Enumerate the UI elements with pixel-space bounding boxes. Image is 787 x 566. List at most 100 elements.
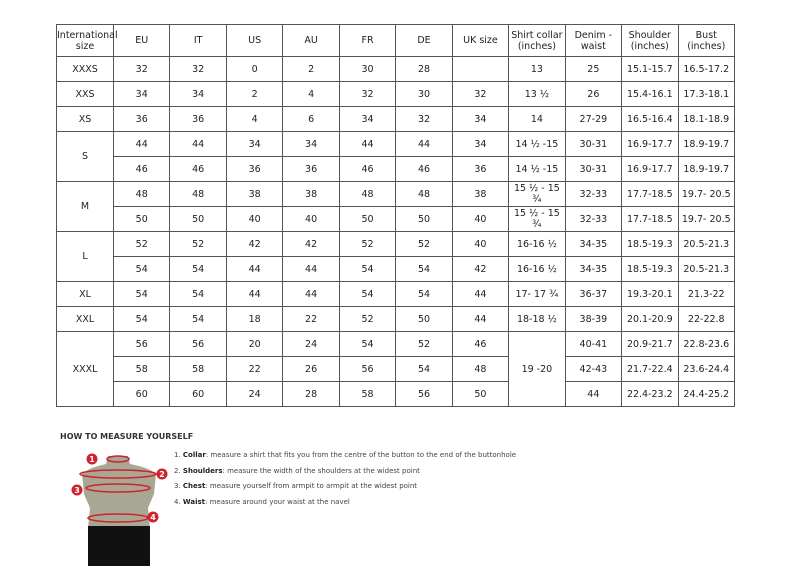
table-cell: 16.5-17.2 [677, 56, 736, 82]
marker-3: 3 [74, 486, 80, 495]
table-cell: 44 [225, 281, 284, 307]
table-cell: 32 [338, 81, 397, 107]
table-cell: 44 [112, 131, 171, 157]
table-cell: 34 [282, 131, 340, 157]
table-cell: 44 [282, 281, 340, 307]
table-cell: 48 [338, 181, 397, 207]
table-cell: 17.7-18.5 [621, 206, 679, 232]
size-label: XL [56, 281, 114, 307]
table-cell: 52 [338, 306, 397, 332]
table-cell: 46 [338, 156, 397, 182]
table-cell: 13 ½ [508, 81, 566, 107]
table-cell: 42-43 [564, 356, 623, 382]
table-cell: 16-16 ½ [508, 256, 566, 282]
table-cell: 18.5-19.3 [621, 231, 679, 257]
column-header: IT [169, 24, 227, 57]
table-cell: 48 [112, 181, 171, 207]
table-cell: 54 [338, 281, 397, 307]
table-cell: 22 [282, 306, 340, 332]
table-cell: 50 [395, 306, 453, 332]
table-row: S 44 44 34 34 44 44 34 14 ½ -15 30-31 16.9-17.7 18.… [56, 131, 736, 182]
table-cell: 44 [225, 256, 284, 282]
table-cell: 44 [451, 281, 510, 307]
table-cell: 25 [564, 56, 623, 82]
table-cell: 16.9-17.7 [621, 131, 679, 157]
table-cell: 32 [169, 56, 227, 82]
table-cell: 17.3-18.1 [677, 81, 736, 107]
table-cell: 38-39 [564, 306, 623, 332]
table-cell: 24.4-25.2 [677, 381, 736, 407]
table-cell: 54 [169, 256, 227, 282]
table-row: 58 58 22 26 56 54 48 42-43 21.7-22.4 23.6-24.4 [57, 356, 736, 382]
size-chart-table: International size EU IT US AU FR DE UK size Shi… [56, 24, 736, 407]
table-cell: 34 [169, 81, 227, 107]
table-cell: 54 [112, 306, 171, 332]
column-header: US [225, 24, 284, 57]
table-cell: 32-33 [564, 206, 623, 232]
header-row: International size EU IT US AU FR DE UK size Shi… [56, 24, 736, 57]
size-label: XS [56, 106, 114, 132]
table-cell: 36 [225, 156, 284, 182]
column-header: Shoulder (inches) [621, 24, 679, 57]
column-header: Shirt collar (inches) [508, 24, 566, 57]
table-cell: 44 [338, 131, 397, 157]
table-cell: 15.1-15.7 [621, 56, 679, 82]
table-cell: 40-41 [564, 331, 623, 357]
table-row: XL 54 54 44 44 54 54 44 17- 17 ¾ 36-37 19.3-20.1 21… [56, 281, 736, 307]
table-cell: 15.4-16.1 [621, 81, 679, 107]
table-cell: 4 [225, 106, 284, 132]
table-cell: 46 [169, 156, 227, 182]
table-cell: 44 [169, 131, 227, 157]
table-cell: 58 [338, 381, 397, 407]
table-cell: 22 [225, 356, 284, 382]
table-cell: 36-37 [564, 281, 623, 307]
table-cell: 44 [564, 381, 623, 407]
column-header: International size [56, 24, 118, 57]
marker-2: 2 [159, 470, 165, 479]
table-cell: 32 [112, 56, 171, 82]
table-row: 46 46 36 36 46 46 36 14 ½ -15 30-31 16.9-17.7 18.9… [57, 156, 736, 182]
measure-steps: 1. Collar: measure a shirt that fits you… [174, 451, 516, 514]
table-cell: 42 [451, 256, 510, 282]
table-cell: 20.1-20.9 [621, 306, 679, 332]
table-cell: 28 [282, 381, 340, 407]
table-cell: 36 [112, 106, 171, 132]
table-cell: 60 [169, 381, 227, 407]
table-cell: 24 [282, 331, 340, 357]
size-label: XXXL [56, 331, 114, 407]
howto-title: HOW TO MEASURE YOURSELF [60, 432, 194, 441]
table-row: 60 60 24 28 58 56 50 44 22.4-23.2 24.4-25.2 [57, 381, 736, 407]
table-cell: 38 [282, 181, 340, 207]
table-cell: 54 [169, 306, 227, 332]
column-header: FR [338, 24, 397, 57]
table-cell: 4 [282, 81, 340, 107]
table-cell: 50 [338, 206, 397, 232]
table-cell: 32 [451, 81, 510, 107]
table-cell: 52 [338, 231, 397, 257]
marker-1: 1 [89, 455, 95, 464]
table-cell: 18 [225, 306, 284, 332]
table-cell: 44 [282, 256, 340, 282]
table-cell: 48 [169, 181, 227, 207]
size-label: XXS [56, 81, 114, 107]
table-cell: 16.5-16.4 [621, 106, 679, 132]
table-cell: 32-33 [564, 181, 623, 207]
table-cell: 38 [451, 181, 510, 207]
table-cell: 17.7-18.5 [621, 181, 679, 207]
table-cell: 40 [451, 206, 510, 232]
table-cell: 54 [112, 281, 171, 307]
size-label: XXL [56, 306, 114, 332]
table-cell: 44 [451, 306, 510, 332]
table-cell: 34-35 [564, 231, 623, 257]
table-cell: 34 [451, 131, 510, 157]
column-header: AU [282, 24, 340, 57]
table-row: L 52 52 42 42 52 52 40 16-16 ½ 34-35 18.5-19.3 20.5… [56, 231, 736, 282]
table-row: XS 36 36 4 6 34 32 34 14 27-29 16.5-16.4 18.1-18.9 [56, 106, 736, 132]
table-cell: 24 [225, 381, 284, 407]
table-cell [451, 56, 510, 82]
table-cell: 14 ½ -15 [508, 156, 566, 182]
table-cell: 18.1-18.9 [677, 106, 736, 132]
table-cell: 56 [169, 331, 227, 357]
table-cell: 22.4-23.2 [621, 381, 679, 407]
table-cell: 14 ½ -15 [508, 131, 566, 157]
